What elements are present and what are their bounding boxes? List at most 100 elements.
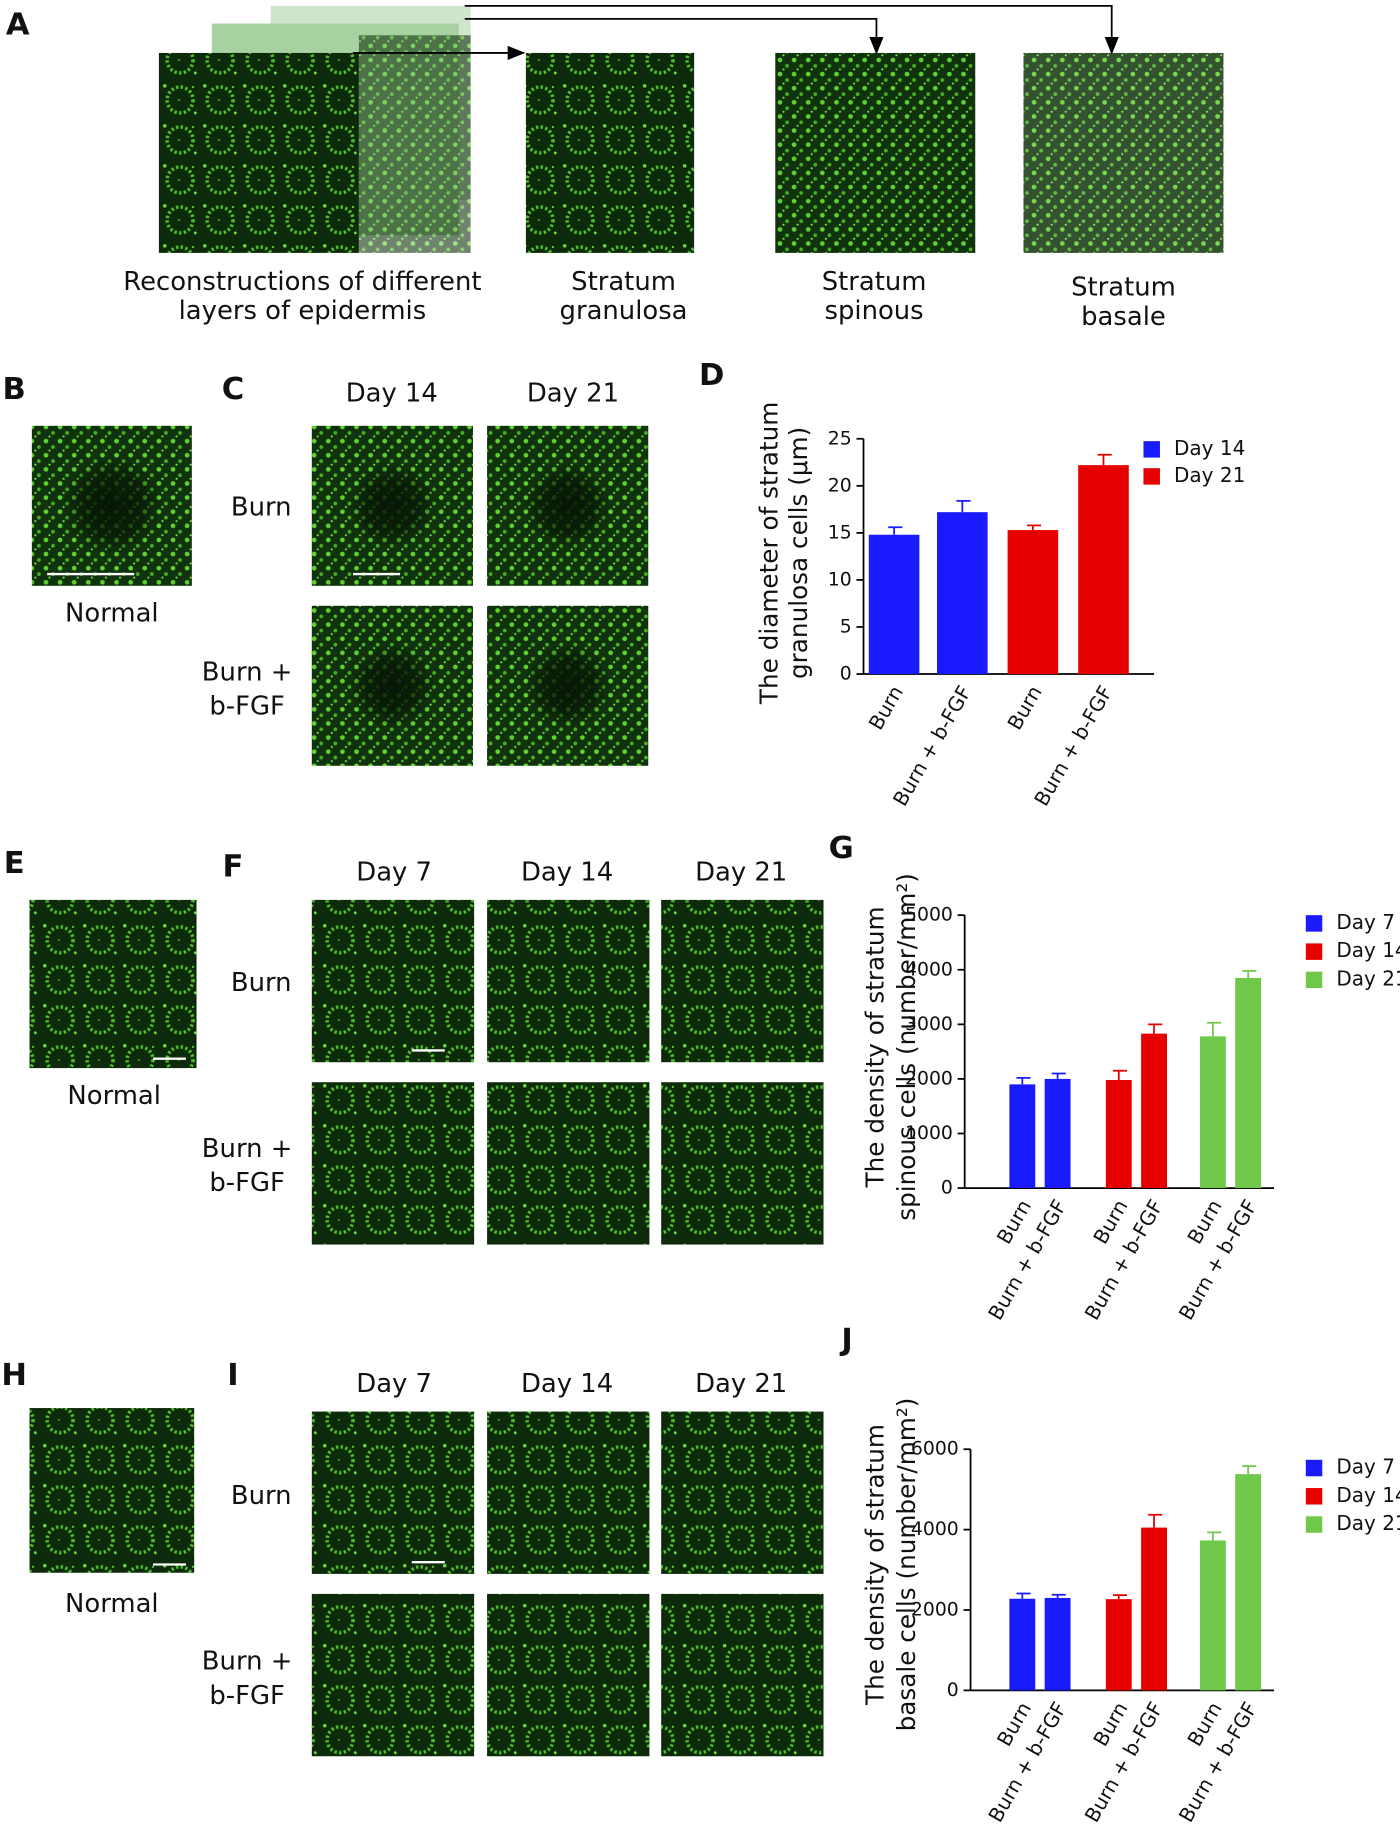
y-tick-label: 10 <box>828 569 852 590</box>
y-axis-title: The diameter of stratum <box>755 402 784 705</box>
column-label: Day 21 <box>695 1369 787 1399</box>
micrograph <box>311 1411 475 1574</box>
panel-letter: B <box>3 372 26 407</box>
error-bar <box>1016 1076 1031 1085</box>
panel-a-images <box>158 4 1224 253</box>
caption: basale <box>1081 302 1166 332</box>
nucleus-shadow <box>497 435 639 577</box>
spinous-image <box>775 52 976 253</box>
micrograph <box>311 899 475 1063</box>
caption: Reconstructions of different <box>123 267 481 297</box>
micrograph <box>661 1082 824 1245</box>
row-label: b-FGF <box>209 691 285 721</box>
bar <box>1009 1598 1036 1691</box>
legend-label: Day 21 <box>1336 966 1400 990</box>
caption: granulosa <box>560 296 688 326</box>
error-bar <box>1016 1592 1031 1599</box>
y-tick-label: 6000 <box>911 1439 959 1460</box>
bar <box>868 534 920 675</box>
micrograph <box>661 1593 824 1757</box>
legend-label: Day 7 <box>1336 910 1395 934</box>
nucleus-shadow <box>497 615 639 757</box>
caption: layers of epidermis <box>179 296 427 326</box>
error-bar <box>956 499 971 513</box>
error-bar <box>1051 1593 1066 1598</box>
legend-label: Day 21 <box>1174 463 1245 487</box>
micrograph <box>487 1411 650 1574</box>
bar <box>1235 1474 1262 1691</box>
y-tick-label: 2000 <box>905 1068 953 1089</box>
y-axis-title: granulosa cells (μm) <box>784 427 813 679</box>
legend-swatch <box>1305 943 1323 960</box>
error-bar <box>1206 1531 1222 1541</box>
panel-letter: H <box>1 1358 27 1393</box>
bar <box>1141 1033 1167 1189</box>
error-bar <box>1112 1069 1128 1081</box>
y-tick-label: 4000 <box>911 1519 959 1540</box>
error-bar <box>1051 1072 1066 1079</box>
y-tick-label: 2000 <box>911 1599 959 1620</box>
caption: Stratum <box>571 267 676 297</box>
caption: Normal <box>67 1081 161 1111</box>
legend-swatch <box>1305 1488 1323 1505</box>
caption: Stratum <box>822 267 927 297</box>
bar <box>1199 1036 1226 1189</box>
bar <box>937 512 988 675</box>
micrograph <box>487 1082 650 1245</box>
bar <box>1141 1527 1167 1691</box>
legend-label: Day 14 <box>1336 1483 1400 1507</box>
error-bar <box>1097 453 1112 466</box>
y-axis-title: The density of stratum <box>860 906 889 1188</box>
column-label: Day 7 <box>356 1369 432 1399</box>
row-label: b-FGF <box>209 1681 285 1711</box>
cube-side <box>358 35 471 253</box>
panel-letter: C <box>222 372 244 407</box>
legend-swatch <box>1305 971 1323 989</box>
y-tick-label: 3000 <box>905 1014 953 1035</box>
legend-swatch <box>1305 1459 1323 1477</box>
row-label: Burn <box>231 1481 292 1511</box>
bar <box>1199 1540 1226 1691</box>
caption: Normal <box>65 599 159 629</box>
y-tick-label: 0 <box>840 664 852 685</box>
column-label: Day 21 <box>695 857 787 887</box>
panel-letter: D <box>699 358 724 393</box>
cube-front <box>158 52 359 253</box>
x-tick-label: Burn <box>1002 681 1046 734</box>
arrow <box>464 17 884 55</box>
column-label: Day 21 <box>527 379 619 409</box>
legend-label: Day 21 <box>1336 1511 1400 1535</box>
error-bar <box>1242 1465 1257 1475</box>
y-tick-label: 15 <box>828 522 852 543</box>
bar <box>1235 977 1262 1189</box>
y-axis-title: The density of stratum <box>860 1424 889 1706</box>
y-tick-label: 0 <box>947 1680 959 1701</box>
error-bar <box>1148 1023 1163 1034</box>
arrow <box>464 4 1119 55</box>
row-label: Burn <box>231 493 292 523</box>
bar <box>1078 465 1129 675</box>
error-bar <box>1027 524 1042 531</box>
y-axis-title: basale cells (number/mm²) <box>892 1398 921 1732</box>
legend-swatch <box>1305 1516 1323 1533</box>
column-label: Day 14 <box>521 857 613 887</box>
panel-letter: G <box>829 831 854 866</box>
caption: Normal <box>65 1589 159 1619</box>
panel-letter: J <box>839 1323 852 1358</box>
nucleus-shadow <box>29 423 195 589</box>
legend-label: Day 14 <box>1174 436 1245 460</box>
y-tick-label: 5 <box>840 616 852 637</box>
row-label: b-FGF <box>209 1168 285 1198</box>
micrograph <box>29 1408 195 1573</box>
micrograph <box>661 899 824 1063</box>
y-tick-label: 0 <box>941 1178 953 1199</box>
caption: Stratum <box>1071 273 1176 303</box>
bar <box>1105 1080 1132 1189</box>
error-bar <box>1112 1594 1128 1600</box>
nucleus-shadow <box>321 435 463 577</box>
legend-label: Day 7 <box>1336 1455 1395 1479</box>
bar <box>1007 530 1059 675</box>
panel-letter: I <box>227 1358 238 1393</box>
